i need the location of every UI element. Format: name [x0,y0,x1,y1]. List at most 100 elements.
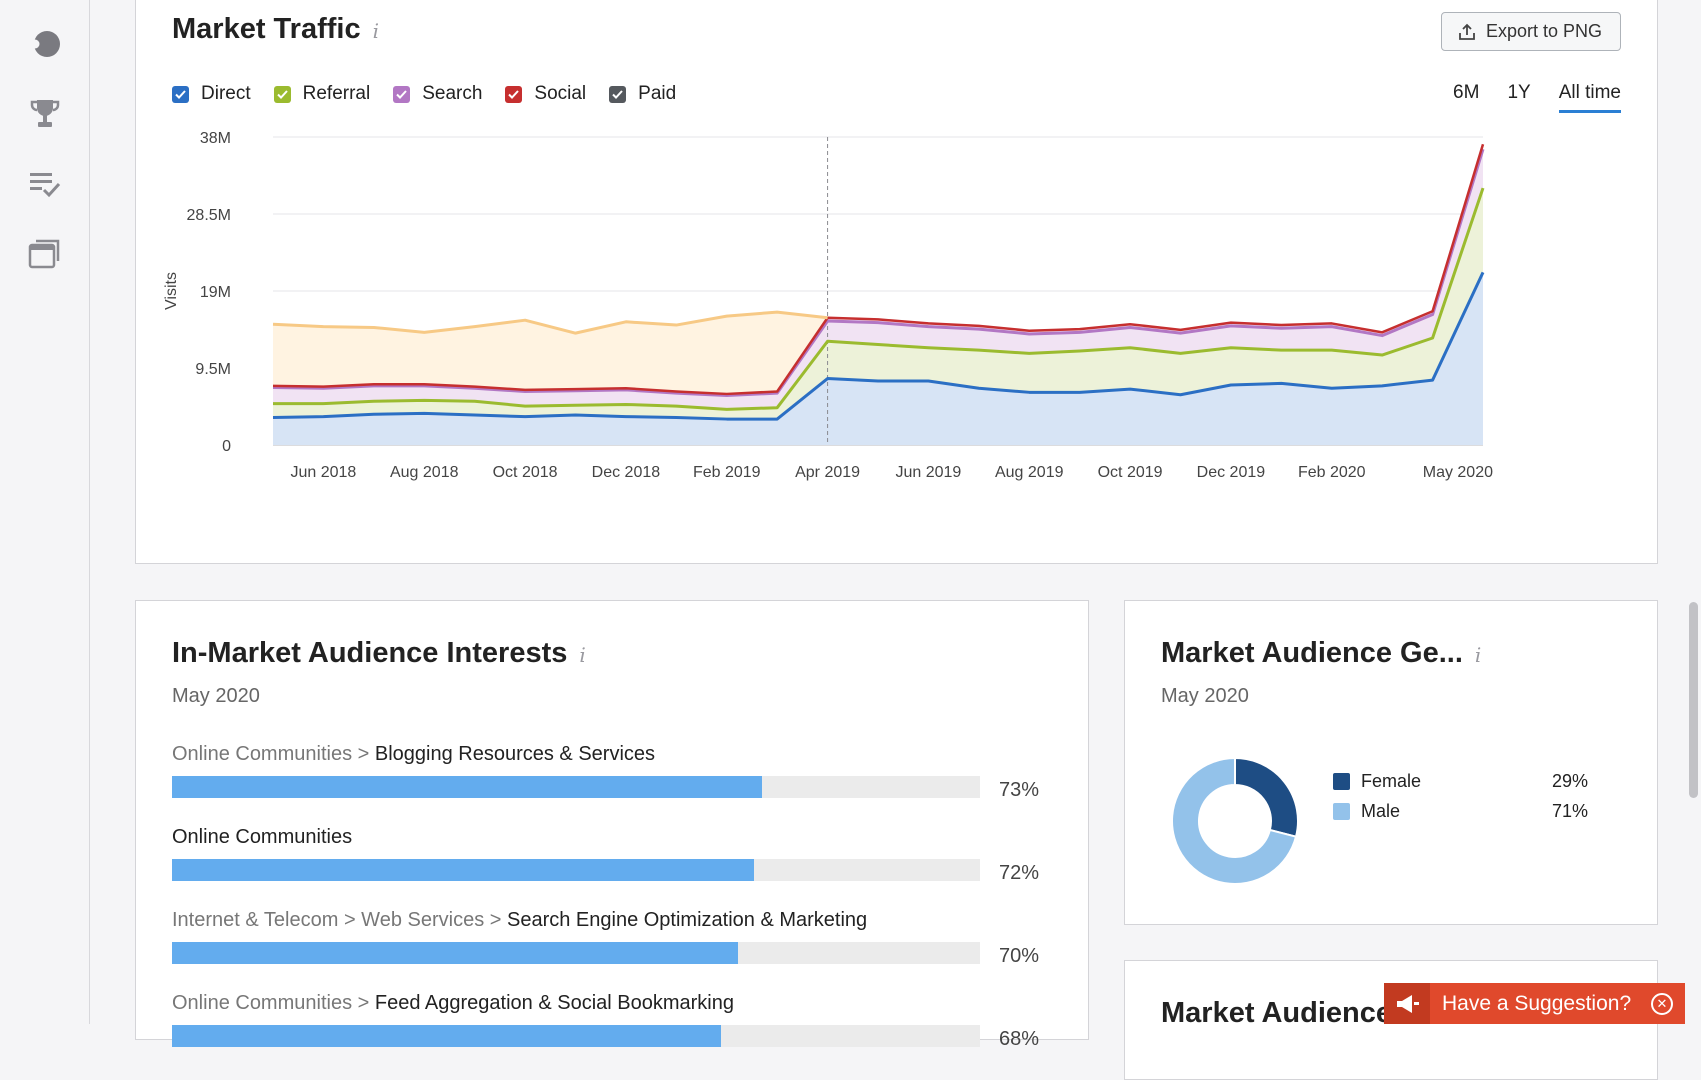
gender-percent: 29% [1551,771,1588,791]
audience-title: Market Audience [1161,997,1392,1029]
area-direct [273,272,1483,445]
line-paid [272,310,828,335]
interest-bar-track [172,942,980,964]
x-tick-label: Feb 2020 [1298,464,1366,481]
donut-slice-male[interactable] [1171,756,1298,885]
sidebar [0,0,90,1024]
interest-bar-fill [172,942,738,964]
interest-categories: Online Communities > [172,743,375,765]
windows-icon[interactable] [26,235,64,273]
close-icon[interactable]: ✕ [1651,992,1673,1015]
suggestion-button[interactable]: Have a Suggestion? ✕ [1384,983,1685,1024]
interest-row: Online Communities 72% [172,826,1042,884]
x-tick-label: Dec 2018 [592,464,661,481]
x-tick-label: Feb 2019 [693,464,761,481]
x-tick-label: May 2020 [1423,464,1493,481]
line-social [272,143,1485,396]
y-axis-label: Visits [163,272,180,310]
x-tick-label: Jun 2019 [895,464,961,481]
interest-leaf: Online Communities [172,826,353,848]
x-tick-label: Aug 2018 [390,464,459,481]
x-tick-label: Jun 2018 [290,464,356,481]
legend-referral[interactable]: Referral [273,83,371,105]
checkbox-icon[interactable] [393,85,411,103]
interest-bar-track [172,776,980,798]
traffic-chart: 0 9.5M 19M 28.5M 38M Visits Jun 2018 Aug 2018 Oc… [163,130,1493,481]
gender-legend-male: Male 71% [1333,801,1588,822]
x-tick-label: Aug 2019 [995,464,1064,481]
legend-swatch [1333,773,1350,790]
interest-percent: 68% [999,1028,1040,1050]
interest-percent: 72% [999,862,1040,884]
gender-title: Market Audience Ge... i [1161,637,1482,669]
trophy-icon[interactable] [26,95,64,133]
legend-direct[interactable]: Direct [172,83,251,105]
y-tick-label: 28.5M [187,207,231,224]
range-tab-all-time[interactable]: All time [1558,82,1621,113]
x-tick-label: Oct 2019 [1098,464,1163,481]
area-referral [273,188,1483,420]
legend-search[interactable]: Search [393,83,482,105]
interests-title: In-Market Audience Interests i [172,637,586,669]
interest-label: Online Communities > Blogging Resources … [172,743,1042,766]
market-traffic-card: Market Traffic i Export to PNG Direct Refe… [135,0,1658,564]
checkbox-icon[interactable] [273,85,291,103]
interest-bar-fill [172,1025,722,1047]
line-referral [273,187,1485,411]
donut-slice-female[interactable] [1234,756,1299,838]
gender-percent: 71% [1551,801,1588,821]
interest-bar-track [172,1025,980,1047]
gender-label: Male [1361,801,1401,821]
range-tab-1y[interactable]: 1Y [1507,82,1531,103]
line-search [272,148,1485,398]
interest-bar-track [172,859,980,881]
legend-label: Search [422,83,483,104]
legend-social[interactable]: Social [505,83,586,105]
legend-label: Social [534,83,587,104]
area-search [273,149,1483,410]
area-paid [273,144,1483,394]
legend-label: Referral [302,83,371,104]
range-tab-6m[interactable]: 6M [1453,82,1480,103]
line-direct [272,271,1485,421]
interest-leaf: Blogging Resources & Services [374,743,656,765]
export-png-button[interactable]: Export to PNG [1440,12,1621,51]
interest-leaf: Feed Aggregation & Social Bookmarking [374,992,734,1014]
gender-label: Female [1361,771,1422,791]
x-tick-label: Oct 2018 [493,464,558,481]
interest-bar-fill [172,859,754,881]
legend-label: Direct [201,83,251,104]
interest-label: Online Communities [172,826,1042,849]
time-range-tabs: 6M 1Y All time [1453,82,1621,113]
market-traffic-title: Market Traffic i [172,13,379,45]
legend-label: Paid [638,83,677,104]
legend-swatch [1333,803,1350,820]
export-icon [1459,23,1475,40]
gender-donut-chart [1171,756,1299,885]
interest-label: Internet & Telecom > Web Services > Sear… [172,909,1042,932]
interest-categories: Internet & Telecom > Web Services > [172,909,507,931]
suggestion-label: Have a Suggestion? [1442,991,1632,1015]
checkbox-icon[interactable] [505,85,523,103]
sidebar-logo-icon[interactable] [26,25,64,63]
info-icon[interactable]: i [579,643,586,667]
interest-label: Online Communities > Feed Aggregation & … [172,992,1042,1015]
info-icon[interactable]: i [372,19,379,43]
page-scrollbar[interactable] [1689,602,1698,798]
interest-bar-fill [172,776,762,798]
legend-paid[interactable]: Paid [609,83,676,105]
megaphone-icon [1384,983,1430,1024]
info-icon[interactable]: i [1474,643,1482,667]
interests-period: May 2020 [172,685,260,707]
interest-percent: 73% [999,779,1040,801]
interest-leaf: Search Engine Optimization & Marketing [506,909,868,931]
y-tick-label: 0 [222,438,231,455]
checklist-icon[interactable] [26,165,64,203]
x-tick-label: Dec 2019 [1197,464,1266,481]
checkbox-icon[interactable] [172,85,189,103]
y-tick-label: 19M [200,284,231,301]
interest-row: Internet & Telecom > Web Services > Sear… [172,909,1042,967]
gender-legend-female: Female 29% [1333,771,1588,792]
checkbox-icon[interactable] [609,85,627,103]
y-tick-label: 9.5M [195,361,231,378]
